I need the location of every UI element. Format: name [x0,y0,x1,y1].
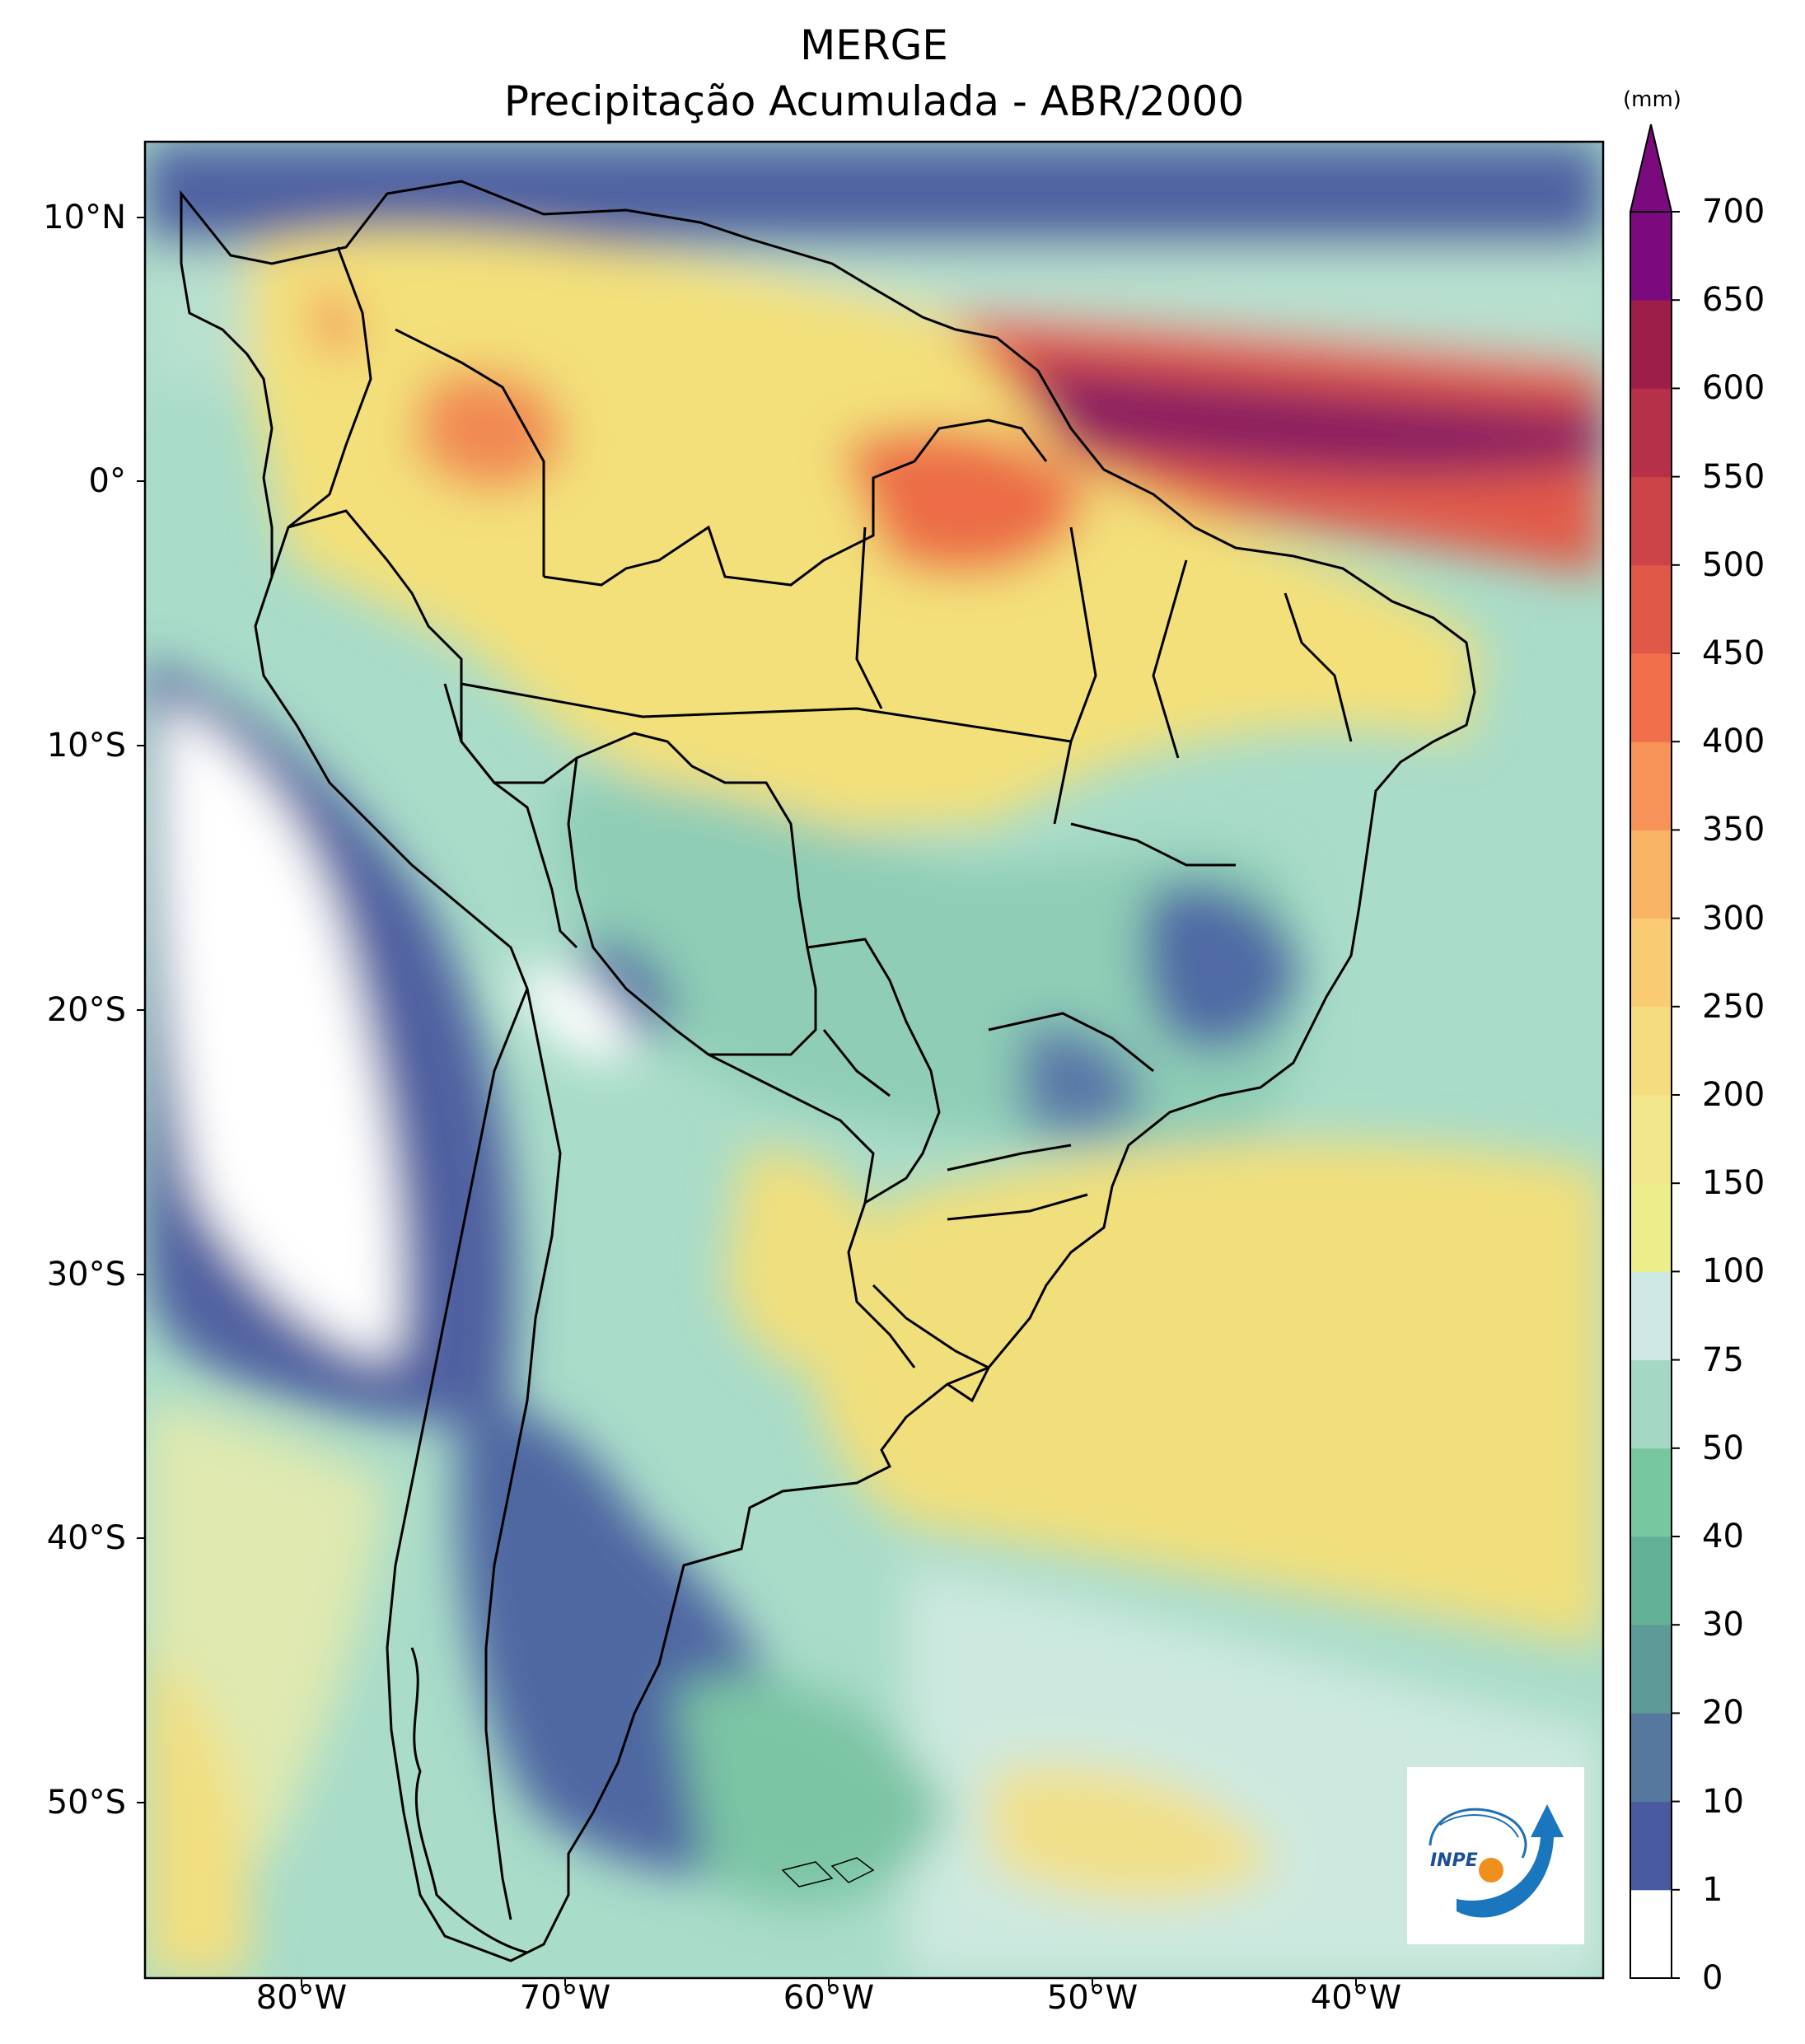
lat-label-0: 0° [88,462,126,500]
colorbar-label: 75 [1702,1340,1744,1379]
colorbar-swatch [1630,1448,1672,1537]
colorbar-label: 100 [1702,1252,1765,1291]
colorbar-label: 50 [1702,1429,1744,1467]
colorbar-label: 600 [1702,369,1765,408]
lon-label-80w: 80°W [255,1979,348,2017]
colorbar-label: 650 [1702,281,1765,320]
colorbar-swatch [1630,1359,1672,1449]
colorbar-label: 350 [1702,811,1765,849]
colorbar-swatch [1630,388,1672,478]
axis-ticks [137,217,1357,1986]
brazil-north-border [543,419,1048,587]
brazil-states [461,526,1353,1221]
colorbar-label: 200 [1702,1076,1765,1114]
lat-label-20s: 20°S [46,991,126,1029]
colorbar-swatch [1630,830,1672,919]
map-subtitle: Precipitação Acumulada - ABR/2000 [503,77,1245,125]
colorbar-swatch [1630,1713,1672,1803]
colorbar-swatch [1630,1271,1672,1361]
colorbar-swatch [1630,918,1672,1008]
inpe-logo-text: INPE [1430,1850,1478,1871]
map-frame [143,140,1605,1980]
uruguay-border [872,1284,991,1403]
colorbar-label: 450 [1702,634,1765,672]
colorbar-label: 500 [1702,545,1765,584]
precipitation-field [145,142,1603,1978]
argentina-chile-border [484,988,562,1920]
colorbar [1629,124,1680,1979]
colorbar-label: 40 [1702,1518,1744,1555]
colorbar-label: 20 [1702,1694,1744,1733]
bolivia-border [567,757,817,1056]
colorbar-swatch [1630,741,1672,830]
lat-label-50s: 50°S [46,1784,126,1822]
colorbar-label: 700 [1702,193,1765,231]
colorbar-label: 1 [1702,1870,1723,1909]
lon-label-40w: 40°W [1310,1979,1402,2017]
lon-label-50w: 50°W [1046,1979,1139,2017]
colorbar-swatch [1630,1095,1672,1184]
south-america-coastline [180,180,1476,1962]
colorbar-label: 250 [1702,987,1765,1026]
inpe-logo: INPE [1407,1767,1584,1944]
colorbar-swatch [1630,1625,1672,1714]
map-title: MERGE [800,21,948,69]
lat-label-30s: 30°S [46,1256,126,1293]
colorbar-swatch [1630,1006,1672,1096]
colorbar-swatch [1630,564,1672,654]
colorbar-swatch [1630,476,1672,566]
colorbar-extend-arrow [1629,124,1673,213]
colorbar-unit: (mm) [1623,87,1681,112]
colorbar-swatch [1630,1183,1672,1272]
lat-label-10s: 10°S [46,727,126,765]
lon-label-70w: 70°W [519,1979,611,2017]
colorbar-label: 300 [1702,899,1765,938]
colorbar-swatch [1630,1537,1672,1625]
colorbar-label: 30 [1702,1606,1744,1644]
colorbar-swatch [1630,653,1672,742]
colorbar-label: 550 [1702,457,1765,496]
colorbar-swatch [1630,1889,1672,1979]
chile-fjords [410,1647,528,1954]
country-borders [180,180,1476,1962]
colorbar-swatch [1630,212,1672,301]
colorbar-label: 150 [1702,1164,1765,1203]
falkland-islands [781,1857,875,1887]
lat-label-10n: 10°N [43,199,126,236]
colorbar-swatch [1630,300,1672,389]
colorbar-label: 10 [1702,1782,1744,1821]
colorbar-swatch [1630,1801,1672,1891]
lon-label-60w: 60°W [783,1979,875,2017]
lat-label-40s: 40°S [46,1519,126,1557]
colorbar-label: 0 [1702,1959,1723,1997]
paraguay-border [708,1029,891,1204]
peru-border [288,509,578,949]
colorbar-label: 400 [1702,723,1765,761]
